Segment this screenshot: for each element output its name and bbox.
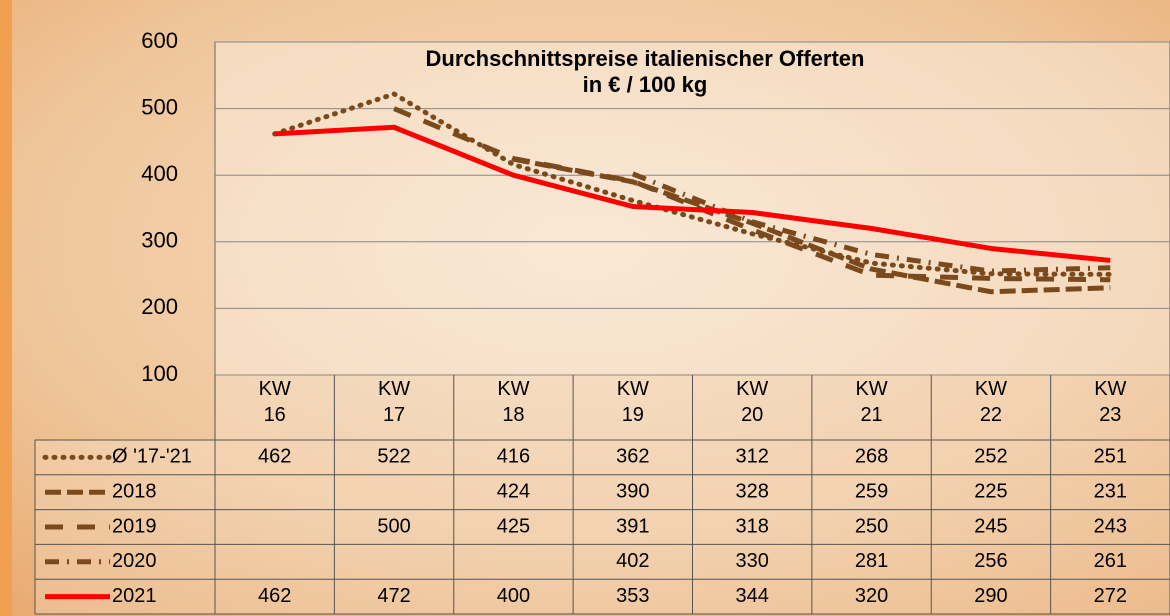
table-value: 243 xyxy=(1094,515,1127,537)
table-value: 259 xyxy=(855,480,888,502)
table-value: 425 xyxy=(497,515,530,537)
table-value: 330 xyxy=(736,550,769,572)
table-value: 256 xyxy=(974,550,1007,572)
table-value: 424 xyxy=(497,480,530,502)
legend-label: 2020 xyxy=(112,550,157,572)
table-value: 261 xyxy=(1094,550,1127,572)
y-tick-label: 400 xyxy=(141,161,178,186)
table-value: 344 xyxy=(736,585,769,607)
table-value: 500 xyxy=(377,515,410,537)
table-value: 312 xyxy=(736,446,769,468)
table-value: 250 xyxy=(855,515,888,537)
chart: Durchschnittspreise italienischer Offert… xyxy=(0,0,1170,616)
table-value: 281 xyxy=(855,550,888,572)
y-tick-label: 600 xyxy=(141,28,178,53)
table-value: 462 xyxy=(258,446,291,468)
table-value: 251 xyxy=(1094,446,1127,468)
table-value: 400 xyxy=(497,585,530,607)
table-value: 245 xyxy=(974,515,1007,537)
table-value: 320 xyxy=(855,585,888,607)
table-value: 462 xyxy=(258,585,291,607)
table-value: 231 xyxy=(1094,480,1127,502)
table-value: 353 xyxy=(616,585,649,607)
table-value: 290 xyxy=(974,585,1007,607)
chart-subtitle: in € / 100 kg xyxy=(583,72,708,97)
table-value: 391 xyxy=(616,515,649,537)
y-tick-label: 500 xyxy=(141,94,178,119)
edge xyxy=(0,0,12,616)
table-value: 328 xyxy=(736,480,769,502)
table-value: 272 xyxy=(1094,585,1127,607)
table-value: 416 xyxy=(497,446,530,468)
y-tick-label: 100 xyxy=(141,361,178,386)
table-value: 268 xyxy=(855,446,888,468)
legend-label: 2019 xyxy=(112,515,157,537)
legend-label: Ø '17-'21 xyxy=(112,446,192,468)
table-value: 318 xyxy=(736,515,769,537)
table-value: 390 xyxy=(616,480,649,502)
table-value: 252 xyxy=(974,446,1007,468)
chart-title: Durchschnittspreise italienischer Offert… xyxy=(426,46,865,71)
legend-label: 2018 xyxy=(112,480,157,502)
table-value: 402 xyxy=(616,550,649,572)
table-value: 225 xyxy=(974,480,1007,502)
y-tick-label: 200 xyxy=(141,294,178,319)
y-tick-label: 300 xyxy=(141,228,178,253)
table-value: 362 xyxy=(616,446,649,468)
table-value: 472 xyxy=(377,585,410,607)
legend-label: 2021 xyxy=(112,585,157,607)
table-value: 522 xyxy=(377,446,410,468)
